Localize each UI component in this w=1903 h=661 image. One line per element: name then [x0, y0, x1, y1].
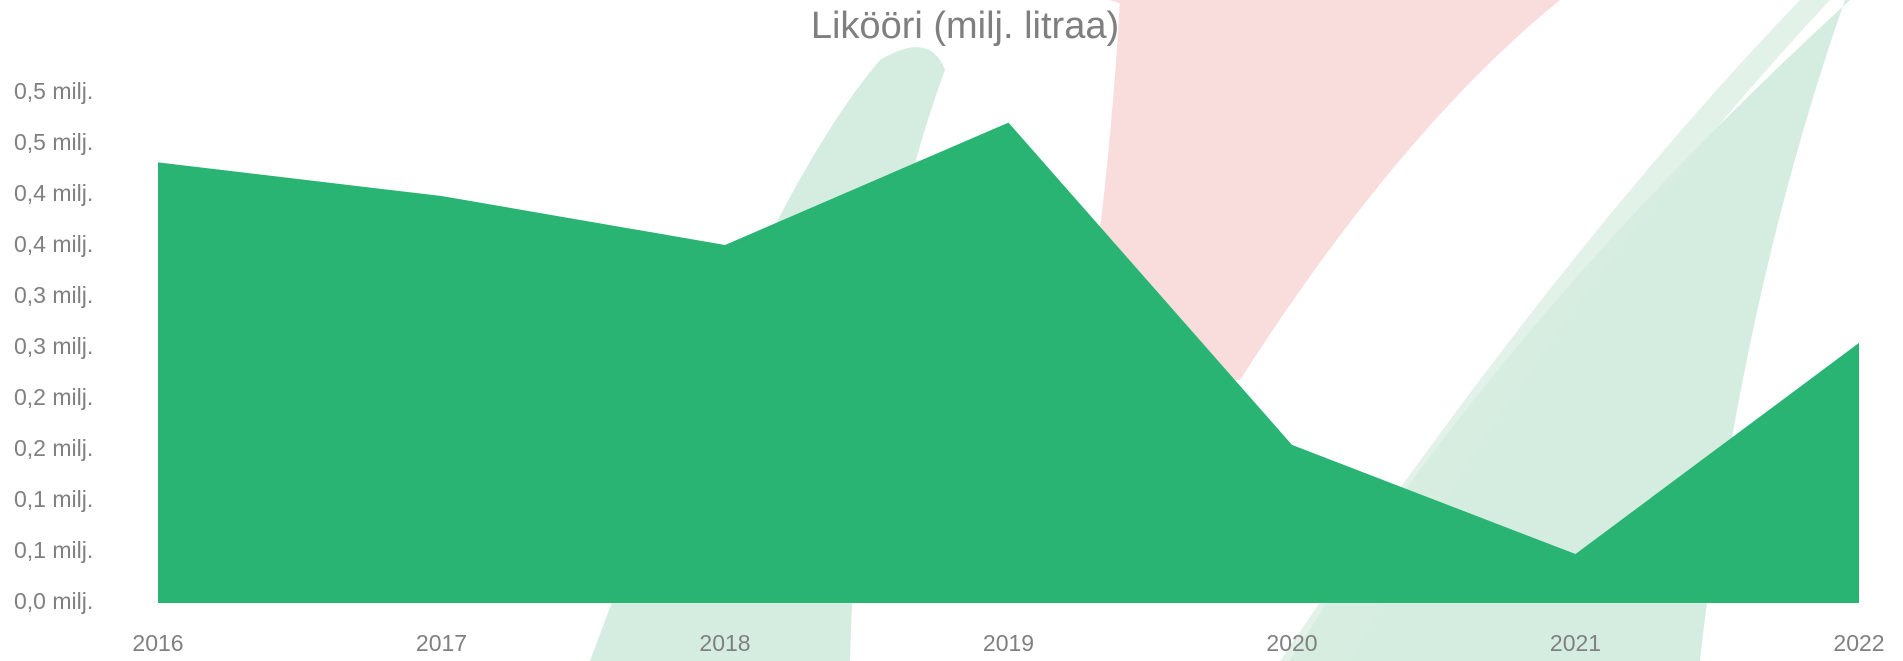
- y-tick-label: 0,2 milj.: [14, 384, 93, 410]
- x-tick-label: 2021: [1550, 630, 1601, 656]
- x-tick-label: 2018: [699, 630, 750, 656]
- y-tick-label: 0,3 milj.: [14, 333, 93, 359]
- y-tick-label: 0,5 milj.: [14, 129, 93, 155]
- y-tick-label: 0,1 milj.: [14, 537, 93, 563]
- y-tick-label: 0,1 milj.: [14, 486, 93, 512]
- y-tick-label: 0,0 milj.: [14, 588, 93, 614]
- y-tick-label: 0,2 milj.: [14, 435, 93, 461]
- y-tick-label: 0,4 milj.: [14, 180, 93, 206]
- x-tick-label: 2020: [1266, 630, 1317, 656]
- x-tick-label: 2017: [416, 630, 467, 656]
- chart: Likööri (milj. litraa) 0,0 milj. 0,1 milj…: [0, 0, 1903, 661]
- y-tick-label: 0,3 milj.: [14, 282, 93, 308]
- y-tick-label: 0,4 milj.: [14, 231, 93, 257]
- x-tick-label: 2016: [132, 630, 183, 656]
- x-tick-label: 2022: [1833, 630, 1884, 656]
- chart-title: Likööri (milj. litraa): [811, 5, 1119, 47]
- y-tick-label: 0,5 milj.: [14, 78, 93, 104]
- x-tick-label: 2019: [983, 630, 1034, 656]
